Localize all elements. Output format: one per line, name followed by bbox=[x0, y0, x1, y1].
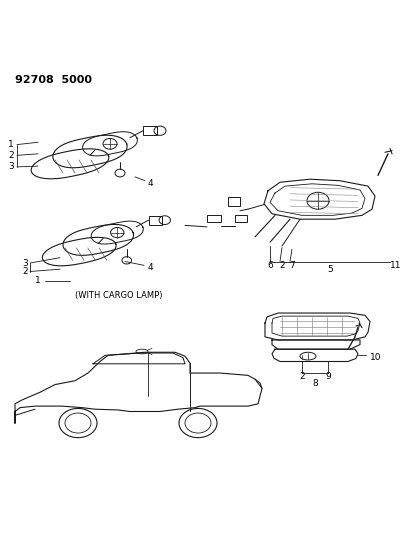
Text: 2: 2 bbox=[299, 373, 304, 382]
Text: 2: 2 bbox=[8, 151, 14, 160]
Text: 2: 2 bbox=[22, 267, 28, 276]
Text: 9: 9 bbox=[324, 373, 330, 382]
Text: 2: 2 bbox=[279, 261, 284, 270]
Text: 5: 5 bbox=[326, 265, 332, 274]
Text: 10: 10 bbox=[369, 353, 380, 362]
Text: 11: 11 bbox=[389, 261, 400, 270]
Text: 4: 4 bbox=[148, 263, 153, 272]
Text: 6: 6 bbox=[267, 261, 272, 270]
Text: 3: 3 bbox=[22, 259, 28, 268]
Text: 4: 4 bbox=[148, 179, 153, 188]
Text: (WITH CARGO LAMP): (WITH CARGO LAMP) bbox=[75, 290, 162, 300]
Text: 3: 3 bbox=[8, 163, 14, 172]
Text: 8: 8 bbox=[311, 378, 317, 387]
Text: 1: 1 bbox=[8, 140, 14, 149]
Text: 7: 7 bbox=[288, 261, 294, 270]
Text: 92708  5000: 92708 5000 bbox=[15, 75, 92, 85]
Text: 1: 1 bbox=[35, 276, 41, 285]
